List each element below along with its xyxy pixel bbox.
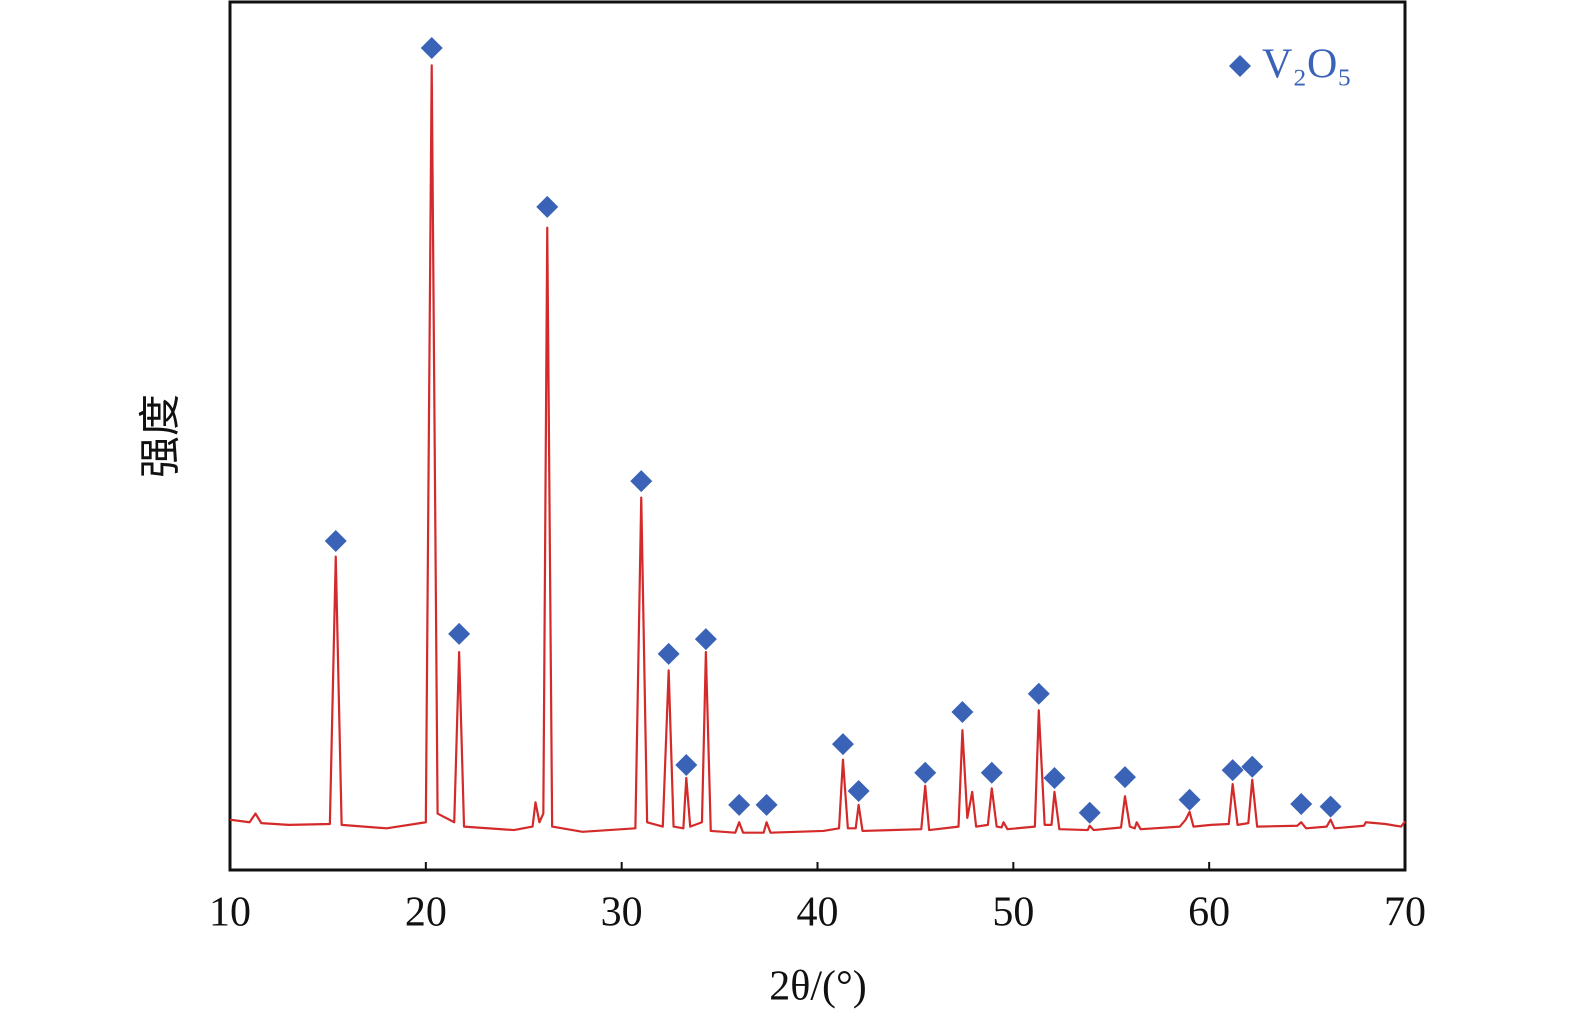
peak-marker — [1221, 759, 1244, 782]
peak-marker — [1241, 755, 1264, 778]
peak-marker — [728, 793, 751, 816]
legend-label: V₂O₅ — [1262, 42, 1352, 88]
x-tick-label: 10 — [209, 890, 251, 936]
x-tick-label: 50 — [992, 890, 1034, 936]
y-axis-label: 强度 — [139, 394, 185, 478]
peak-marker — [675, 753, 698, 776]
x-axis-label: 2θ/(°) — [769, 964, 867, 1010]
peak-marker — [1178, 788, 1201, 811]
peak-marker — [1290, 793, 1313, 816]
x-tick-label: 70 — [1384, 890, 1426, 936]
peak-marker — [914, 761, 937, 784]
peak-marker — [1319, 795, 1342, 818]
peak-marker — [448, 622, 471, 645]
peak-marker — [755, 793, 778, 816]
x-tick-label: 30 — [601, 890, 643, 936]
peak-marker — [980, 761, 1003, 784]
x-tick-label: 60 — [1188, 890, 1230, 936]
peak-marker — [831, 733, 854, 756]
peak-marker — [1027, 682, 1050, 705]
peak-marker — [1078, 801, 1101, 824]
peak-marker — [536, 195, 559, 218]
peak-marker — [324, 530, 347, 553]
peak-marker — [951, 701, 974, 724]
peak-marker — [694, 628, 717, 651]
peak-marker — [630, 470, 653, 493]
x-tick-label: 20 — [405, 890, 447, 936]
peak-marker — [420, 37, 443, 60]
x-tick-label: 40 — [797, 890, 839, 936]
legend-marker — [1229, 55, 1251, 77]
plot-frame — [228, 0, 1407, 872]
peak-marker — [657, 642, 680, 665]
peak-marker — [1113, 766, 1136, 789]
spectrum-line — [229, 64, 1406, 834]
peak-marker — [1043, 766, 1066, 789]
peak-marker — [847, 780, 870, 803]
